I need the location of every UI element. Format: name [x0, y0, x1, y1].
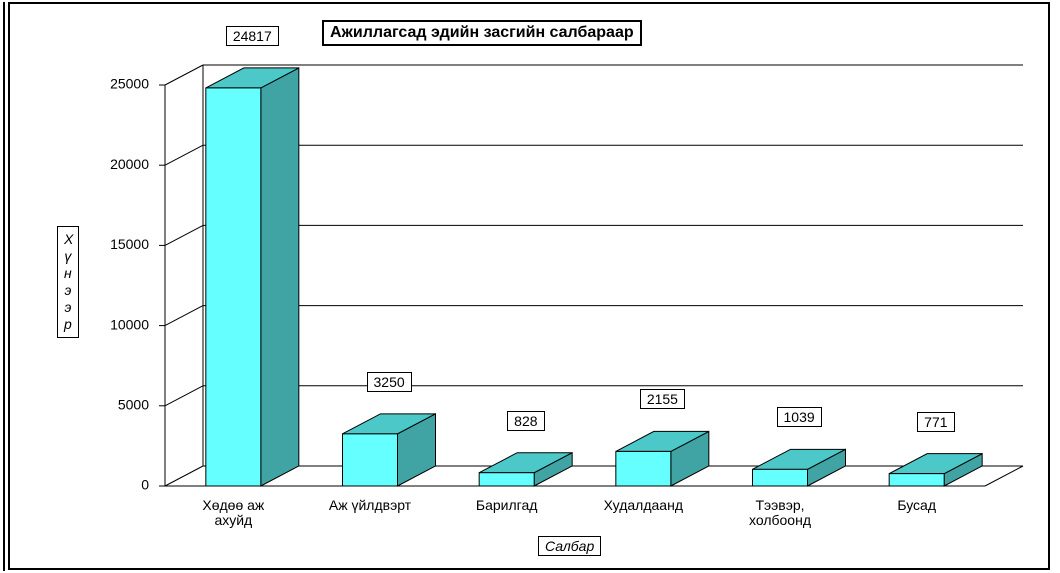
grid-line	[164, 144, 204, 166]
bar	[752, 468, 808, 487]
x-tick-label: Барилгад	[475, 497, 538, 513]
bar	[888, 473, 945, 487]
value-label: 828	[507, 410, 545, 431]
grid-line	[164, 385, 204, 407]
bar-side	[260, 67, 300, 487]
value-label: 3250	[366, 371, 412, 392]
y-tick-label: 5000	[118, 397, 149, 413]
x-tick-label: Тээвэр, холбоонд	[749, 497, 811, 528]
y-tick-label: 25000	[110, 76, 149, 92]
grid-line	[164, 305, 204, 327]
frame	[8, 2, 1050, 570]
grid-line	[164, 224, 204, 246]
value-label: 24817	[225, 25, 279, 46]
bar	[478, 472, 535, 487]
y-tick-label: 20000	[110, 156, 149, 172]
y-axis-title: Хүнээр	[57, 226, 79, 338]
chart-title: Ажиллагсад эдийн засгийн салбараар	[322, 20, 642, 46]
x-tick-label: Хөдөө аж ахуйд	[202, 497, 265, 528]
value-label: 1039	[776, 407, 822, 428]
value-label: 2155	[639, 389, 685, 410]
value-label: 771	[917, 411, 955, 432]
bar	[615, 450, 672, 487]
bar	[342, 433, 398, 487]
x-axis-title: Салбар	[538, 536, 602, 556]
bar	[205, 87, 262, 487]
x-tick-label: Бусад	[897, 497, 936, 513]
y-tick-label: 15000	[110, 236, 149, 252]
y-tick-label: 0	[141, 477, 149, 493]
y-tick-label: 10000	[110, 316, 149, 332]
x-tick-label: Аж үйлдвэрт	[328, 497, 412, 513]
grid-line	[164, 465, 204, 487]
x-tick-label: Худалдаанд	[603, 497, 683, 513]
grid-line	[164, 64, 204, 86]
floor-line	[984, 465, 1024, 487]
